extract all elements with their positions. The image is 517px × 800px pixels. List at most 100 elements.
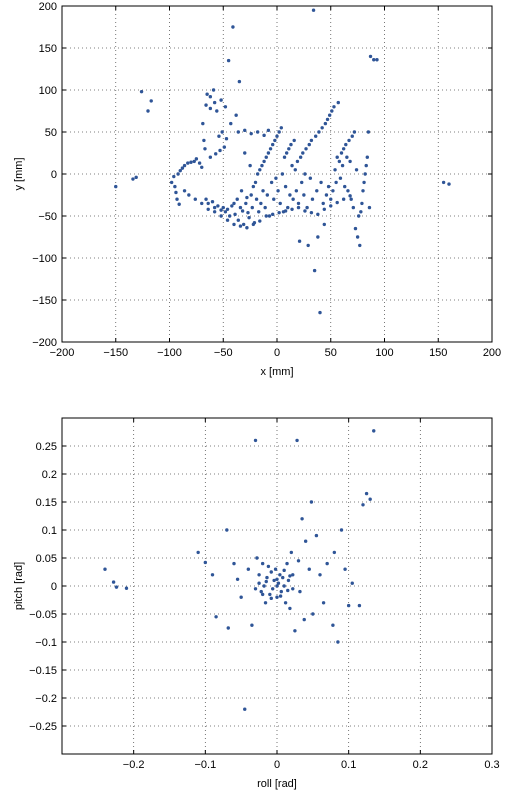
data-points [103, 429, 376, 711]
data-point [293, 168, 297, 172]
x-tick-label: 0.3 [484, 759, 499, 771]
data-point [245, 195, 249, 200]
data-point [260, 163, 264, 168]
data-point [262, 159, 266, 164]
data-point [352, 130, 357, 134]
data-point [372, 58, 376, 62]
x-tick-label: −150 [103, 347, 128, 359]
y-tick-label: −0.1 [35, 637, 57, 649]
data-point [257, 573, 261, 577]
data-point [269, 570, 273, 574]
data-point [331, 189, 335, 193]
data-point [203, 560, 208, 565]
data-point [282, 584, 286, 588]
data-point [329, 197, 333, 201]
y-tick-label: 0.2 [42, 469, 57, 481]
data-point [375, 58, 379, 62]
data-point [217, 134, 221, 138]
data-point [246, 210, 250, 215]
data-point [349, 197, 353, 201]
data-point [248, 163, 252, 168]
data-point [206, 201, 210, 206]
data-point [296, 559, 301, 563]
data-point [225, 218, 230, 222]
data-point [303, 172, 307, 176]
data-point [212, 210, 217, 214]
data-point [259, 201, 263, 206]
data-point [348, 194, 352, 198]
data-point [272, 197, 276, 201]
data-point [290, 207, 294, 211]
data-point [278, 201, 282, 206]
data-point [283, 601, 288, 605]
data-point [318, 310, 322, 315]
data-point [341, 197, 346, 201]
data-point [278, 594, 283, 598]
data-point [269, 596, 273, 601]
data-point [249, 193, 253, 197]
data-point [255, 130, 260, 134]
x-tick-label: −200 [50, 347, 75, 359]
data-point [271, 142, 275, 147]
data-point [278, 573, 282, 577]
data-point [331, 623, 335, 627]
data-point [263, 205, 267, 210]
data-point [358, 243, 362, 248]
data-point [300, 180, 304, 185]
data-point [333, 168, 337, 172]
data-point [314, 533, 319, 538]
data-point [289, 550, 294, 555]
data-point [255, 172, 260, 176]
data-points [114, 8, 451, 315]
data-point [194, 157, 199, 161]
data-point [247, 215, 251, 220]
data-point [337, 159, 342, 164]
data-point [273, 138, 277, 143]
data-point [291, 197, 295, 201]
data-point [124, 586, 129, 590]
data-point [234, 113, 238, 117]
data-point [368, 54, 373, 59]
y-tick-label: 0.1 [42, 525, 57, 537]
data-point [131, 177, 135, 181]
data-point [240, 209, 245, 213]
y-tick-label: 0.05 [36, 553, 57, 565]
data-point [260, 561, 265, 566]
data-point [236, 130, 240, 134]
data-point [317, 130, 321, 134]
data-point [255, 556, 259, 560]
data-point [275, 134, 279, 138]
data-point [295, 159, 300, 164]
data-point [187, 193, 191, 197]
data-point [224, 137, 229, 141]
data-point [330, 109, 334, 113]
data-point [355, 235, 360, 239]
data-point [250, 205, 254, 210]
x-tick-label: 150 [429, 347, 447, 359]
data-point [214, 152, 218, 156]
data-point [215, 109, 219, 113]
data-point [361, 503, 365, 507]
data-point [335, 200, 339, 205]
data-point [222, 145, 227, 149]
data-point [254, 197, 259, 201]
data-point [264, 214, 268, 218]
xy-position-chart: −200 −150 −100 −50 0 50 100 150 200 −200 −150 −100 −… [13, 1, 501, 378]
data-point [288, 606, 292, 611]
data-point [304, 147, 308, 151]
data-point [295, 438, 299, 443]
data-point [251, 184, 256, 189]
data-point [351, 205, 356, 210]
x-tick-label: −50 [214, 347, 233, 359]
data-point [303, 209, 307, 213]
data-point [286, 588, 290, 593]
data-point [177, 202, 181, 206]
data-point [345, 155, 349, 159]
data-point [226, 58, 231, 63]
data-point [367, 205, 372, 210]
data-point [275, 595, 279, 599]
data-point [235, 197, 239, 201]
data-point [216, 204, 220, 208]
y-axis-label: y [mm] [13, 158, 25, 191]
data-point [320, 126, 324, 130]
